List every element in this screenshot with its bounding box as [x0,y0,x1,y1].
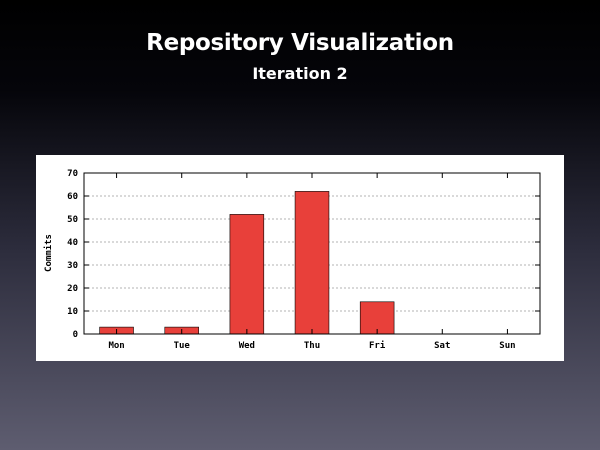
commits-bar-chart: 0 10 20 30 40 50 60 70 Mon Tue Wed Thu Fri Sat Sun Co… [43,169,541,351]
slide-subtitle: Iteration 2 [252,64,348,83]
x-tick-label: Tue [174,341,191,351]
chart-panel: 0 10 20 30 40 50 60 70 Mon Tue Wed Thu Fri Sat Sun Co… [36,155,564,361]
bar-wed [229,214,265,335]
x-tick-label: Sun [499,341,515,351]
x-tick-label: Fri [369,340,386,351]
x-ticks: Mon Tue Wed Thu Fri Sat Sun [108,173,516,351]
bar-thu [294,191,330,335]
y-tick-label: 60 [67,192,78,202]
y-tick-label: 10 [67,307,78,317]
y-tick-label: 20 [67,284,78,294]
x-tick-label: Thu [304,341,320,351]
bars [99,191,395,335]
y-tick-label: 40 [67,238,78,248]
slide-title: Repository Visualization [146,30,454,56]
y-axis-title: Commits [43,234,54,272]
y-ticks: 0 10 20 30 40 50 60 70 [67,169,540,340]
x-tick-label: Wed [239,341,255,351]
x-tick-label: Mon [108,341,124,351]
y-tick-label: 30 [67,261,78,271]
y-tick-label: 0 [73,330,78,340]
x-tick-label: Sat [434,341,450,351]
y-tick-label: 70 [67,169,78,179]
y-tick-label: 50 [67,215,78,225]
